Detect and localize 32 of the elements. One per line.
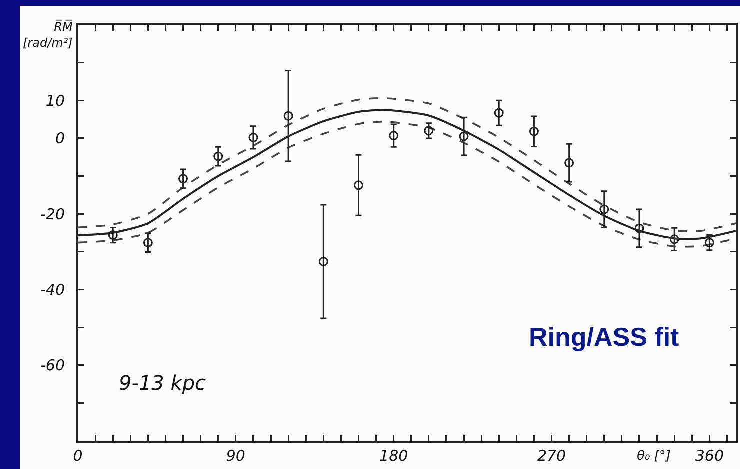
point [248, 132, 258, 142]
point [389, 131, 399, 141]
point [318, 256, 328, 266]
x-tick-label: 90 [226, 447, 246, 465]
point [670, 234, 680, 244]
y-tick-label: 0 [55, 130, 65, 148]
point [143, 238, 153, 248]
annotation: 9-13 kpc [119, 371, 206, 395]
point [178, 174, 188, 184]
y-tick-label: 10 [46, 92, 65, 110]
point [459, 132, 469, 142]
annotation: Ring/ASS fit [529, 322, 680, 352]
point [354, 180, 364, 190]
x-tick-label: 0 [73, 447, 83, 465]
y-tick-label: -40 [40, 280, 65, 299]
point [424, 126, 434, 136]
point [494, 108, 504, 118]
x-axis-title: θ₀ [°] [637, 449, 671, 464]
point [704, 238, 714, 248]
y-tick-label: -60 [40, 356, 65, 375]
point [634, 224, 644, 234]
x-tick-label: 270 [537, 447, 566, 465]
point [284, 111, 294, 121]
point [529, 126, 539, 136]
point [600, 204, 610, 214]
x-tick-label: 360 [695, 447, 724, 465]
x-tick-label: 180 [380, 447, 408, 465]
point [108, 230, 118, 240]
point [564, 158, 574, 168]
y-axis-title: R̅M̅ [rad/m²] [23, 19, 74, 50]
y-tick-label: -20 [40, 205, 65, 224]
point [214, 152, 224, 162]
